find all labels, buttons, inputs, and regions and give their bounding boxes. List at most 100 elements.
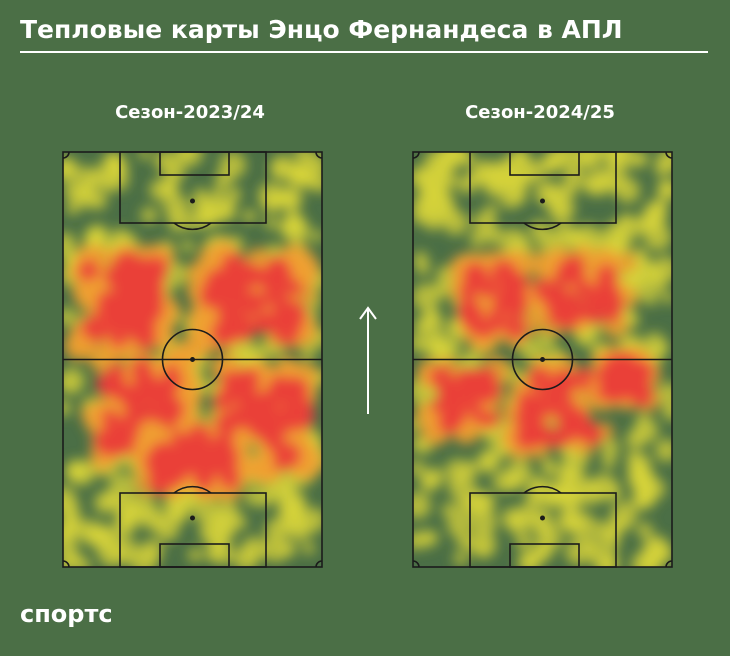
heat-blob (302, 541, 316, 555)
heat-blob (447, 513, 471, 538)
heat-blob (226, 187, 242, 202)
heat-blob (65, 462, 84, 480)
heat-blob (586, 168, 615, 196)
heat-blob (413, 460, 425, 477)
direction-arrow (359, 306, 377, 414)
heat-blob (177, 436, 194, 453)
heat-blob (229, 403, 258, 431)
heat-blob (476, 542, 489, 555)
heat-blob (313, 160, 322, 175)
heat-blob (75, 166, 97, 187)
heat-blob (102, 491, 120, 509)
heat-blob (125, 390, 146, 411)
heat-blob (523, 159, 546, 183)
heat-blob (591, 546, 619, 567)
heat-blob (600, 438, 620, 458)
heat-blob (301, 507, 322, 533)
heat-blob (413, 317, 431, 334)
heat-blob (654, 544, 672, 563)
heat-blob (657, 382, 672, 406)
heat-blob (168, 374, 184, 389)
heat-blob (566, 254, 585, 273)
heat-blob (448, 394, 471, 417)
heat-blob (264, 518, 289, 543)
heat-blob (504, 470, 525, 491)
heat-blob (662, 291, 672, 304)
heat-blob (65, 201, 80, 216)
heat-blob (96, 439, 114, 456)
heat-blob (464, 262, 486, 284)
heat-blob (580, 152, 599, 170)
heat-blob (636, 522, 653, 539)
heat-blob (565, 289, 584, 308)
heat-blob (204, 545, 222, 562)
heat-blob (234, 323, 254, 343)
heat-blob (298, 168, 315, 185)
heat-blob (267, 377, 296, 405)
heat-blob (662, 401, 672, 421)
heat-blob (549, 425, 573, 449)
heat-blob (413, 251, 429, 268)
heat-blob (561, 182, 578, 198)
heat-blob (181, 239, 195, 253)
heat-blob (468, 403, 483, 418)
heat-blob (536, 230, 560, 253)
heat-blob (604, 295, 625, 316)
heat-blob (264, 216, 278, 230)
heat-blob (625, 429, 646, 450)
heat-blob (534, 180, 560, 206)
heat-blob (469, 230, 486, 247)
heat-blob (202, 530, 216, 543)
heat-blob (116, 270, 144, 297)
heat-blob (63, 512, 83, 535)
heat-blob (98, 541, 125, 567)
heat-blob (456, 533, 474, 551)
heat-blob (654, 438, 672, 462)
heat-blob (640, 208, 666, 233)
heat-blob (270, 154, 296, 181)
heat-blob (109, 158, 129, 178)
heat-blob (140, 539, 164, 562)
heat-blob (598, 372, 621, 395)
heat-blob (139, 260, 161, 282)
heat-blob (140, 206, 158, 224)
heat-blob (600, 152, 628, 167)
heat-blob (103, 420, 129, 447)
heat-blob (548, 286, 570, 309)
heat-blob (436, 152, 464, 170)
heat-blob (469, 170, 484, 186)
heat-blob (220, 370, 240, 390)
heat-blob (423, 467, 445, 488)
heat-blob (272, 190, 289, 207)
heat-blob (413, 283, 440, 312)
panel-label: Сезон-2023/24 (115, 102, 265, 123)
heat-blob (426, 335, 453, 362)
heat-blob (279, 481, 295, 498)
heat-blob (121, 252, 138, 269)
heat-blob (416, 529, 435, 548)
heat-blob (482, 410, 500, 428)
heat-blob (273, 296, 294, 317)
heat-blob (244, 487, 264, 507)
heat-blob (294, 152, 309, 160)
heat-blob (268, 411, 294, 437)
heat-blob (191, 495, 219, 523)
heat-blob (631, 491, 650, 510)
heat-blob (643, 291, 658, 306)
heat-blob (284, 217, 305, 238)
heat-blob (63, 157, 79, 181)
heat-blob (622, 360, 649, 386)
heat-blob (138, 278, 164, 304)
heat-blob (223, 446, 239, 462)
heat-blob (63, 400, 72, 416)
heat-blob (616, 251, 638, 273)
heat-blob (80, 315, 104, 339)
heat-blob (468, 320, 484, 336)
heat-blob (276, 356, 298, 378)
heat-blob (270, 312, 290, 333)
heat-blob (448, 472, 476, 501)
heat-blob (581, 423, 604, 446)
heat-blob (476, 376, 497, 396)
heat-blob (430, 398, 445, 414)
heat-blob (510, 152, 529, 166)
